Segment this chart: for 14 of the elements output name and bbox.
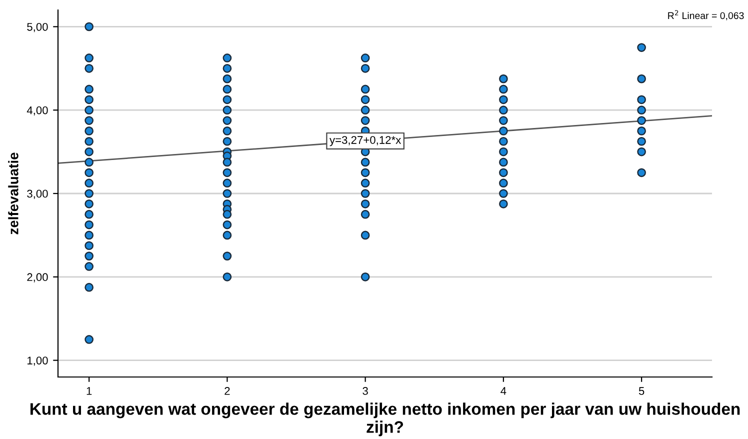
y-tick-label: 2,00 — [27, 273, 48, 282]
annotation: y=3,27+0,12*x — [330, 136, 402, 146]
y-tick-label: 5,00 — [27, 22, 48, 32]
y-tick-label: 4,00 — [26, 106, 48, 116]
annotation: R$^{2}$ Linear = 0,063 — [668, 10, 744, 20]
y-axis-title: zelfevaluatie — [8, 152, 18, 234]
x-tick-label: 1 — [86, 387, 92, 395]
x-axis-title: Kunt u aangeven wat ongeveer de gezamelijke netto inkomen per jaar van uw huishouden zijn? — [30, 402, 740, 436]
x-tick-label: 2 — [224, 387, 230, 395]
y-tick-label: 1,00 — [28, 356, 48, 366]
x-tick-label: 5 — [638, 387, 644, 395]
x-tick-label: 4 — [500, 387, 506, 395]
x-tick-label: 3 — [362, 387, 368, 395]
y-tick-label: 3,00 — [27, 190, 48, 199]
